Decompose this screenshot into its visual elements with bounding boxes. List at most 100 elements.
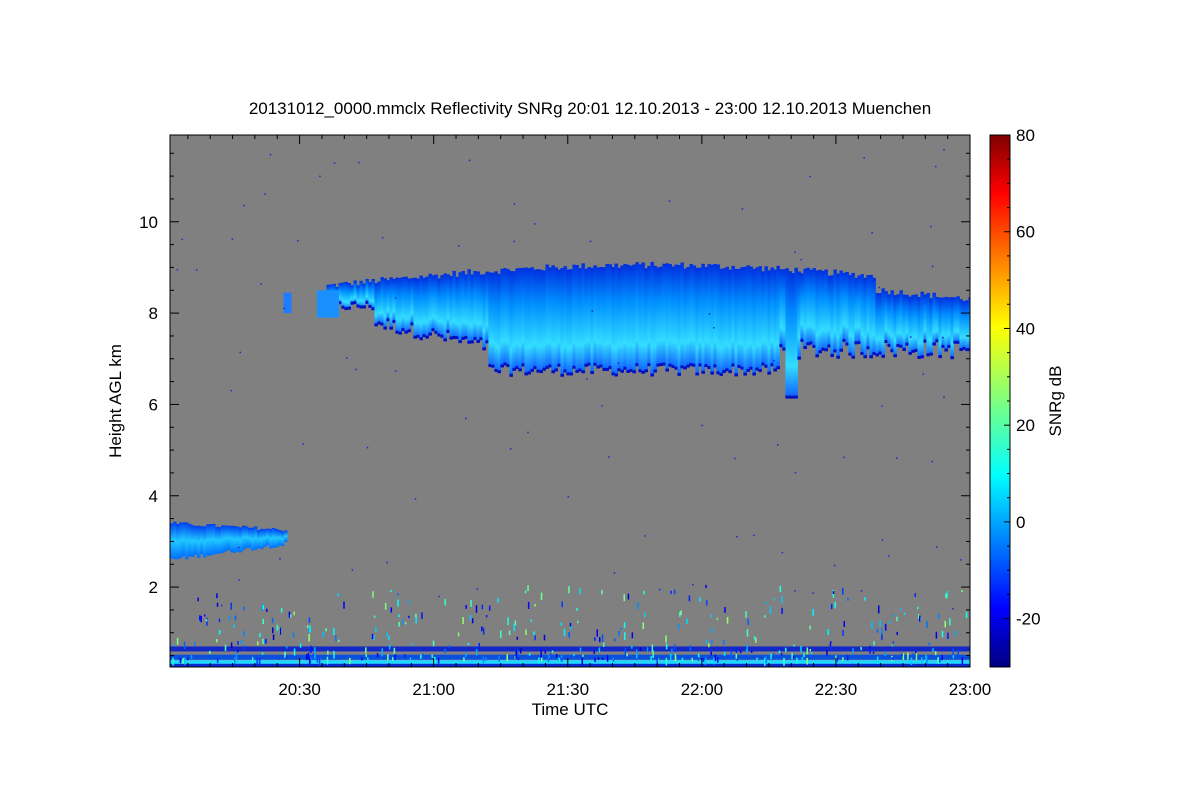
cloud-column	[275, 528, 279, 548]
clutter-speck	[530, 619, 532, 622]
cloud-edge	[791, 395, 795, 399]
cloud-column	[407, 278, 411, 332]
cloud-column	[401, 277, 405, 330]
cloud-column	[179, 522, 183, 559]
cloud-column	[944, 296, 948, 351]
cloud-edge	[467, 340, 471, 344]
cloud-edge	[575, 369, 579, 373]
cloud-column	[968, 297, 970, 350]
colorbar-label: SNRg dB	[1046, 366, 1065, 437]
noise-dot	[366, 446, 369, 449]
cloud-column	[449, 276, 453, 339]
clutter-speck	[757, 657, 759, 661]
cloud-edge	[524, 372, 528, 376]
noise-dot	[345, 357, 348, 359]
cloud-column	[734, 269, 738, 376]
cloud-column	[773, 269, 777, 371]
cloud-column	[185, 522, 189, 560]
noise-dot	[881, 539, 884, 541]
cloud-edge	[857, 341, 861, 345]
clutter-speck	[465, 605, 467, 609]
cloud-edge	[533, 366, 537, 370]
clutter-speck	[271, 627, 274, 634]
clutter-speck	[837, 646, 839, 650]
clutter-speck	[237, 641, 239, 646]
clutter-speck	[316, 657, 319, 663]
clutter-speck	[386, 632, 388, 637]
clutter-speck	[842, 657, 844, 661]
clutter-speck	[471, 618, 474, 624]
cloud-edge	[944, 348, 948, 352]
clutter-speck	[262, 638, 264, 645]
clutter-speck	[309, 657, 312, 664]
cloud-edge	[581, 370, 585, 374]
cloud-edge	[344, 307, 348, 311]
cloud-column	[713, 263, 717, 367]
cloud-column	[656, 267, 660, 366]
clutter-speck	[577, 620, 579, 624]
cloud-edge	[407, 329, 411, 333]
cloud-column	[962, 301, 966, 349]
cloud-column	[197, 525, 201, 558]
cloud-edge	[545, 365, 549, 369]
cloud-column	[341, 282, 345, 308]
noise-dot	[513, 203, 516, 205]
cloud-edge	[674, 366, 678, 370]
clutter-speck	[892, 613, 894, 617]
clutter-speck	[284, 651, 286, 658]
noise-dot	[181, 238, 184, 241]
cloud-column	[608, 264, 612, 369]
clutter-speck	[711, 627, 713, 633]
noise-dot	[613, 572, 616, 574]
noise-dot	[878, 286, 881, 289]
clutter-speck	[519, 648, 522, 654]
clutter-speck	[325, 628, 327, 632]
clutter-speck	[309, 625, 311, 633]
clutter-speck	[280, 608, 283, 613]
clutter-speck	[739, 651, 742, 654]
cloud-column	[668, 264, 672, 366]
clutter-speck	[538, 657, 540, 664]
cloud-column	[584, 268, 588, 366]
noise-dot	[355, 368, 357, 371]
cloud-edge	[854, 341, 858, 345]
clutter-speck	[896, 631, 898, 635]
noise-dot	[176, 269, 179, 271]
cloud-column	[935, 296, 939, 342]
cloud-column	[248, 527, 252, 548]
cloud-column	[278, 530, 282, 546]
noise-dot	[527, 431, 529, 434]
clutter-speck	[723, 651, 726, 657]
clutter-speck	[780, 652, 783, 656]
clutter-speck	[735, 653, 738, 659]
noise-dot	[781, 551, 784, 554]
cloud-edge	[932, 342, 936, 346]
noise-dot	[773, 359, 775, 362]
cloud-edge	[833, 349, 837, 353]
clutter-speck	[568, 586, 570, 594]
clutter-speck	[681, 657, 684, 662]
cloud-edge	[947, 344, 951, 348]
clutter-speck	[485, 657, 487, 662]
cloud-column	[932, 292, 936, 345]
clutter-speck	[279, 627, 282, 635]
clutter-speck	[547, 654, 550, 662]
cloud-edge	[515, 366, 519, 370]
cloud-edge	[689, 363, 693, 367]
cloud-edge	[656, 363, 660, 367]
cloud-edge	[365, 300, 369, 304]
cloud-column	[599, 267, 603, 367]
cloud-column	[263, 529, 267, 548]
cloud-edge	[458, 340, 462, 344]
cloud-column	[503, 268, 507, 365]
cloud-edge	[773, 368, 777, 372]
clutter-speck	[444, 598, 446, 606]
noise-dot	[238, 579, 240, 581]
cloud-column	[182, 522, 186, 556]
cloud-column	[896, 294, 900, 347]
clutter-speck	[218, 618, 221, 623]
cloud-column	[212, 523, 216, 555]
noise-dot	[812, 592, 814, 594]
cloud-column	[827, 275, 831, 347]
cloud-edge	[419, 337, 423, 341]
